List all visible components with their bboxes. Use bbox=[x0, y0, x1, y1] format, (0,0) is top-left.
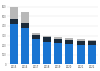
Bar bbox=[54, 37, 62, 38]
Bar bbox=[65, 40, 73, 44]
Bar bbox=[65, 44, 73, 64]
Bar bbox=[43, 42, 51, 64]
Bar bbox=[43, 37, 51, 42]
Bar bbox=[54, 43, 62, 64]
Bar bbox=[32, 35, 40, 39]
Bar bbox=[10, 7, 18, 19]
Bar bbox=[10, 24, 18, 64]
Bar bbox=[21, 23, 29, 28]
Bar bbox=[10, 19, 18, 24]
Bar bbox=[21, 12, 29, 23]
Bar bbox=[54, 38, 62, 43]
Bar bbox=[65, 38, 73, 40]
Bar bbox=[32, 33, 40, 35]
Bar bbox=[88, 45, 96, 64]
Bar bbox=[77, 41, 85, 45]
Bar bbox=[43, 36, 51, 37]
Bar bbox=[88, 40, 96, 41]
Bar bbox=[77, 45, 85, 64]
Bar bbox=[77, 39, 85, 41]
Bar bbox=[32, 39, 40, 64]
Bar bbox=[21, 28, 29, 64]
Bar bbox=[88, 41, 96, 45]
